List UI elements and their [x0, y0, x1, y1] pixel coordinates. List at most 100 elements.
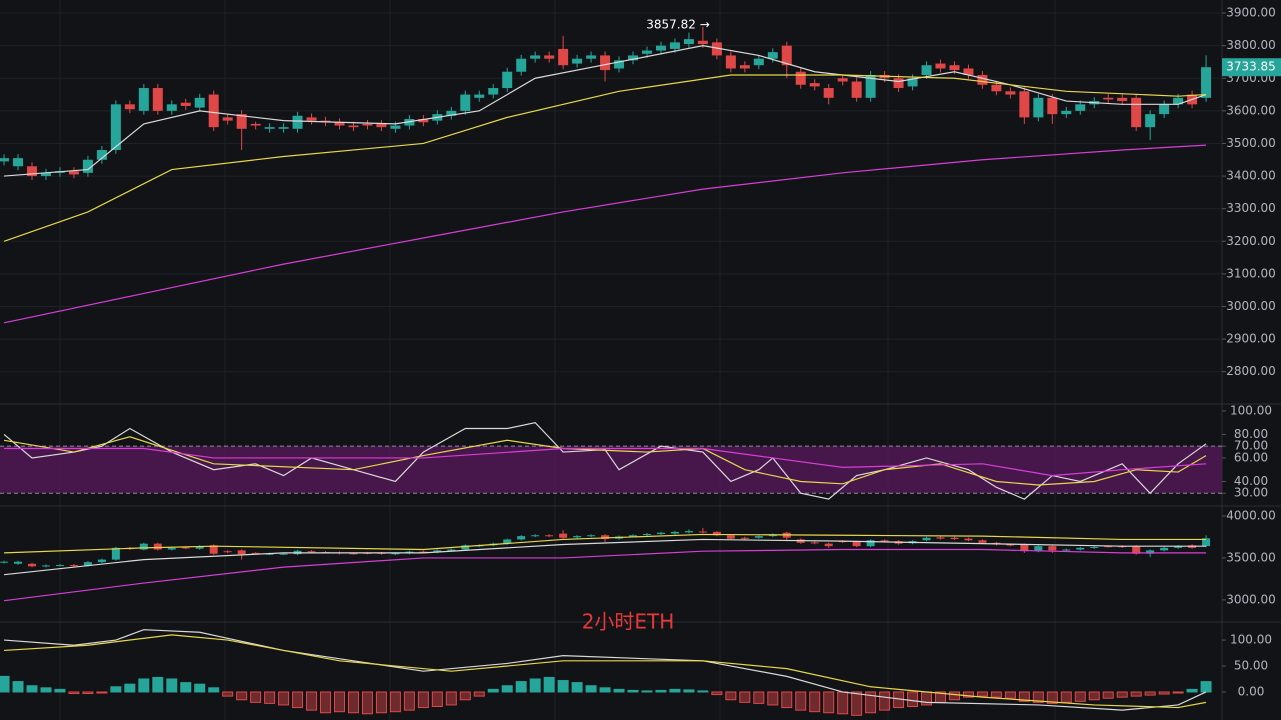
candle-body — [1160, 547, 1169, 551]
candle-body — [110, 104, 121, 150]
candle-body — [1103, 97, 1114, 100]
histogram-bar — [557, 680, 569, 693]
y-tick-label: 30.00 — [1234, 486, 1268, 500]
candle-body — [334, 122, 345, 126]
y-tick-label: 100.00 — [1230, 403, 1272, 417]
histogram-bar — [571, 682, 583, 693]
candle-body — [1090, 547, 1099, 549]
histogram-bar — [1200, 681, 1212, 693]
candle-body — [600, 55, 611, 71]
candle-body — [111, 547, 120, 560]
candle-body — [530, 55, 541, 59]
candle-body — [628, 55, 639, 61]
histogram-bar — [739, 691, 751, 703]
candle-body — [656, 532, 665, 535]
candle-body — [166, 104, 177, 111]
candle-body — [306, 117, 317, 121]
candle-body — [837, 78, 848, 82]
candle-body — [684, 531, 693, 533]
histogram-bar — [795, 691, 807, 711]
indicator-line — [4, 45, 1207, 177]
histogram-bar — [82, 691, 94, 695]
candle-body — [265, 553, 274, 555]
histogram-bar — [1088, 691, 1100, 701]
candle-body — [237, 550, 246, 555]
histogram-bar — [753, 691, 765, 704]
histogram-bar — [124, 683, 136, 693]
candle-body — [725, 55, 736, 69]
candle-body — [391, 553, 400, 555]
candle-body — [824, 543, 833, 547]
candle-body — [544, 55, 555, 59]
candle-body — [1006, 544, 1015, 546]
candle-body — [250, 123, 261, 126]
candle-body — [726, 535, 735, 539]
candle-body — [418, 119, 429, 123]
candle-body — [96, 149, 107, 160]
indicator-line — [4, 634, 1207, 709]
y-tick-label: 3000.00 — [1226, 592, 1276, 606]
y-tick-label: 3200.00 — [1226, 234, 1276, 248]
candle-body — [1034, 546, 1043, 552]
candle-body — [0, 158, 10, 162]
candle-body — [921, 65, 932, 75]
candle-body — [669, 42, 680, 49]
histogram-bar — [180, 682, 192, 693]
histogram-bar — [166, 678, 178, 693]
histogram-bar — [725, 691, 737, 701]
candle-body — [307, 551, 316, 553]
candle-body — [936, 537, 945, 539]
candle-body — [977, 74, 988, 85]
histogram-bar — [138, 678, 150, 693]
y-tick-label: 3100.00 — [1226, 266, 1276, 280]
histogram-bar — [54, 688, 66, 693]
candle-body — [1117, 97, 1128, 102]
candle-body — [83, 562, 92, 566]
candle-body — [376, 123, 387, 128]
histogram-bar — [669, 688, 681, 693]
y-tick-label: 3000.00 — [1226, 299, 1276, 313]
candle-body — [69, 565, 78, 567]
histogram-bar — [1130, 691, 1142, 697]
histogram-bar — [222, 691, 234, 697]
candle-body — [13, 158, 24, 167]
candle-body — [614, 60, 625, 69]
candle-body — [1061, 110, 1072, 115]
histogram-bar — [585, 685, 597, 693]
histogram-bar — [1116, 691, 1128, 698]
histogram-bar — [1046, 691, 1058, 704]
y-tick-label: 50.00 — [1234, 659, 1268, 673]
candle-body — [963, 68, 974, 75]
candle-body — [97, 559, 106, 563]
indicator-line — [3, 548, 1207, 602]
histogram-bar — [767, 691, 779, 706]
histogram-bar — [417, 691, 429, 709]
candle-body — [138, 88, 149, 111]
histogram-bar — [403, 691, 415, 711]
candle-body — [28, 563, 37, 567]
candle-body — [739, 65, 750, 69]
candle-body — [781, 45, 792, 66]
candle-body — [865, 74, 876, 98]
histogram-bar — [781, 691, 793, 709]
histogram-bar — [641, 690, 653, 693]
candle-body — [950, 537, 959, 540]
candle-body — [991, 84, 1002, 92]
candle-body — [753, 58, 764, 66]
y-tick-label: 80.00 — [1234, 427, 1268, 441]
histogram-bar — [851, 691, 863, 716]
histogram-bar — [1004, 691, 1016, 699]
max-annotation: 3857.82 → — [646, 18, 710, 32]
histogram-bar — [501, 685, 513, 693]
candle-body — [629, 535, 638, 537]
candle-body — [641, 50, 652, 54]
y-tick-label: 2900.00 — [1226, 332, 1276, 346]
candle-body — [223, 551, 232, 553]
histogram-bar — [529, 678, 541, 693]
indicator-line — [3, 436, 1207, 486]
candle-body — [1075, 104, 1086, 111]
candle-body — [152, 88, 163, 111]
y-tick-label: 60.00 — [1234, 450, 1268, 464]
histogram-bar — [948, 691, 960, 701]
candle-body — [809, 83, 820, 87]
